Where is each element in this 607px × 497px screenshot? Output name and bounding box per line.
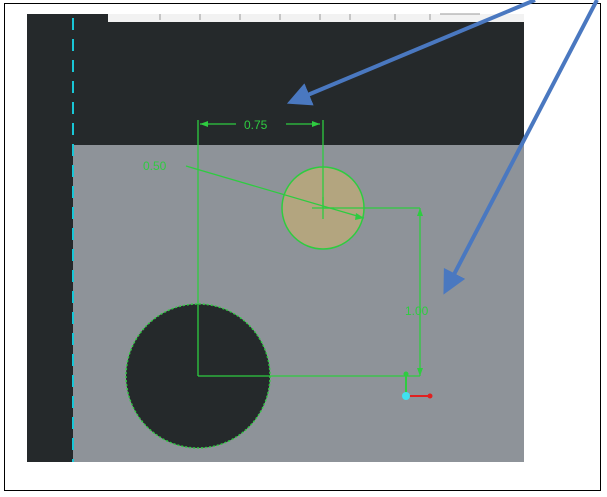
dimension-horizontal[interactable]: 0.75 [244, 118, 268, 132]
callout-arrow-vertical-dimension [443, 0, 599, 295]
top-ruler [108, 14, 524, 22]
diameter-leader-line [185, 165, 365, 219]
dimension-arrowheads [200, 121, 423, 376]
image-frame [4, 3, 601, 491]
coordinate-triad-icon [402, 371, 433, 400]
dimension-vertical[interactable]: 1.00 [405, 304, 429, 318]
dimension-diameter[interactable]: 0.50 [143, 159, 167, 173]
callout-arrow-horizontal-dimension [286, 0, 536, 106]
top-ruler-ticks [159, 13, 480, 20]
